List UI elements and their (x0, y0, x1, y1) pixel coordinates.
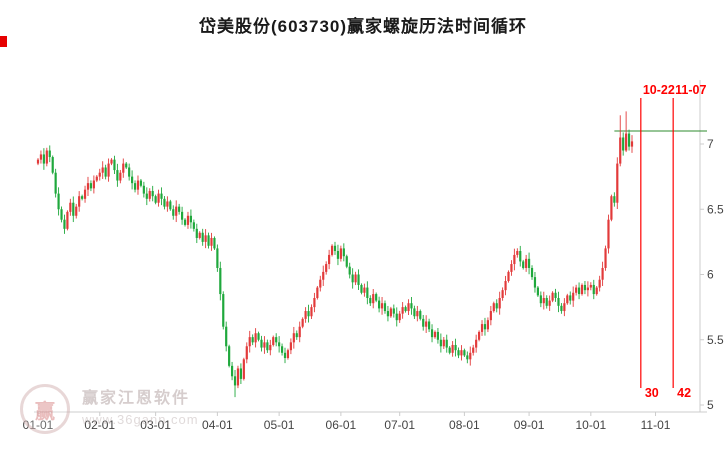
watermark: 赢 赢家江恩软件 www.36gann.com (20, 384, 199, 434)
svg-text:04-01: 04-01 (202, 418, 233, 432)
left-edge-red-marker (0, 36, 7, 47)
svg-text:42: 42 (677, 386, 691, 400)
svg-text:05-01: 05-01 (264, 418, 295, 432)
watermark-url-text: www.36gann.com (82, 412, 199, 427)
svg-text:07-01: 07-01 (384, 418, 415, 432)
svg-text:7: 7 (707, 137, 714, 151)
svg-text:09-01: 09-01 (514, 418, 545, 432)
svg-text:06-01: 06-01 (326, 418, 357, 432)
svg-text:10-01: 10-01 (575, 418, 606, 432)
svg-text:08-01: 08-01 (449, 418, 480, 432)
watermark-logo-icon: 赢 (20, 384, 70, 434)
svg-text:30: 30 (645, 386, 659, 400)
svg-text:6: 6 (707, 268, 714, 282)
svg-text:5.5: 5.5 (707, 333, 724, 347)
watermark-brand-text: 赢家江恩软件 (82, 390, 191, 407)
svg-text:03-01: 03-01 (140, 418, 171, 432)
svg-text:11-07: 11-07 (675, 83, 706, 97)
chart-title: 岱美股份(603730)赢家螺旋历法时间循环 (198, 17, 528, 36)
svg-text:10-22: 10-22 (643, 83, 675, 97)
svg-text:02-01: 02-01 (84, 418, 115, 432)
svg-text:5: 5 (707, 398, 714, 412)
svg-text:6.5: 6.5 (707, 202, 724, 216)
svg-text:11-01: 11-01 (641, 418, 671, 432)
